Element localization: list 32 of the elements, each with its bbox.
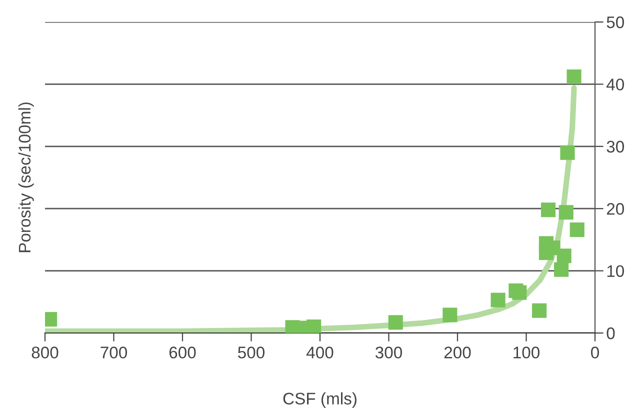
x-tick-label: 800: [32, 346, 58, 358]
point: [560, 145, 575, 160]
point: [538, 245, 554, 260]
point: [532, 303, 547, 318]
point: [556, 248, 572, 264]
x-tick-label: 700: [100, 346, 128, 358]
y-axis-title: Porosity (sec/100ml): [18, 102, 34, 252]
x-tick-label: 500: [238, 346, 265, 358]
point: [285, 320, 300, 333]
point: [490, 292, 506, 308]
point: [512, 285, 527, 300]
point: [554, 262, 569, 277]
y-tick-label: 0: [606, 327, 615, 340]
x-axis-title: CSF (mls): [283, 392, 356, 408]
point: [388, 315, 403, 330]
x-tick-label: 300: [375, 346, 402, 358]
x-tick-label: 400: [306, 346, 334, 358]
y-tick-label: 20: [606, 203, 624, 215]
x-tick-label: 0: [591, 346, 599, 358]
point: [306, 319, 322, 333]
y-tick-label: 30: [606, 140, 624, 153]
point: [442, 308, 458, 322]
point: [566, 69, 582, 84]
x-tick-label: 200: [444, 346, 471, 358]
x-tick-label: 600: [169, 346, 196, 358]
point: [540, 202, 556, 218]
point: [558, 205, 574, 220]
y-tick-label: 50: [606, 16, 624, 28]
y-tick-label: 10: [607, 265, 624, 278]
x-tick-label: 100: [514, 346, 540, 358]
y-tick-label: 40: [606, 78, 624, 90]
point: [570, 222, 584, 238]
